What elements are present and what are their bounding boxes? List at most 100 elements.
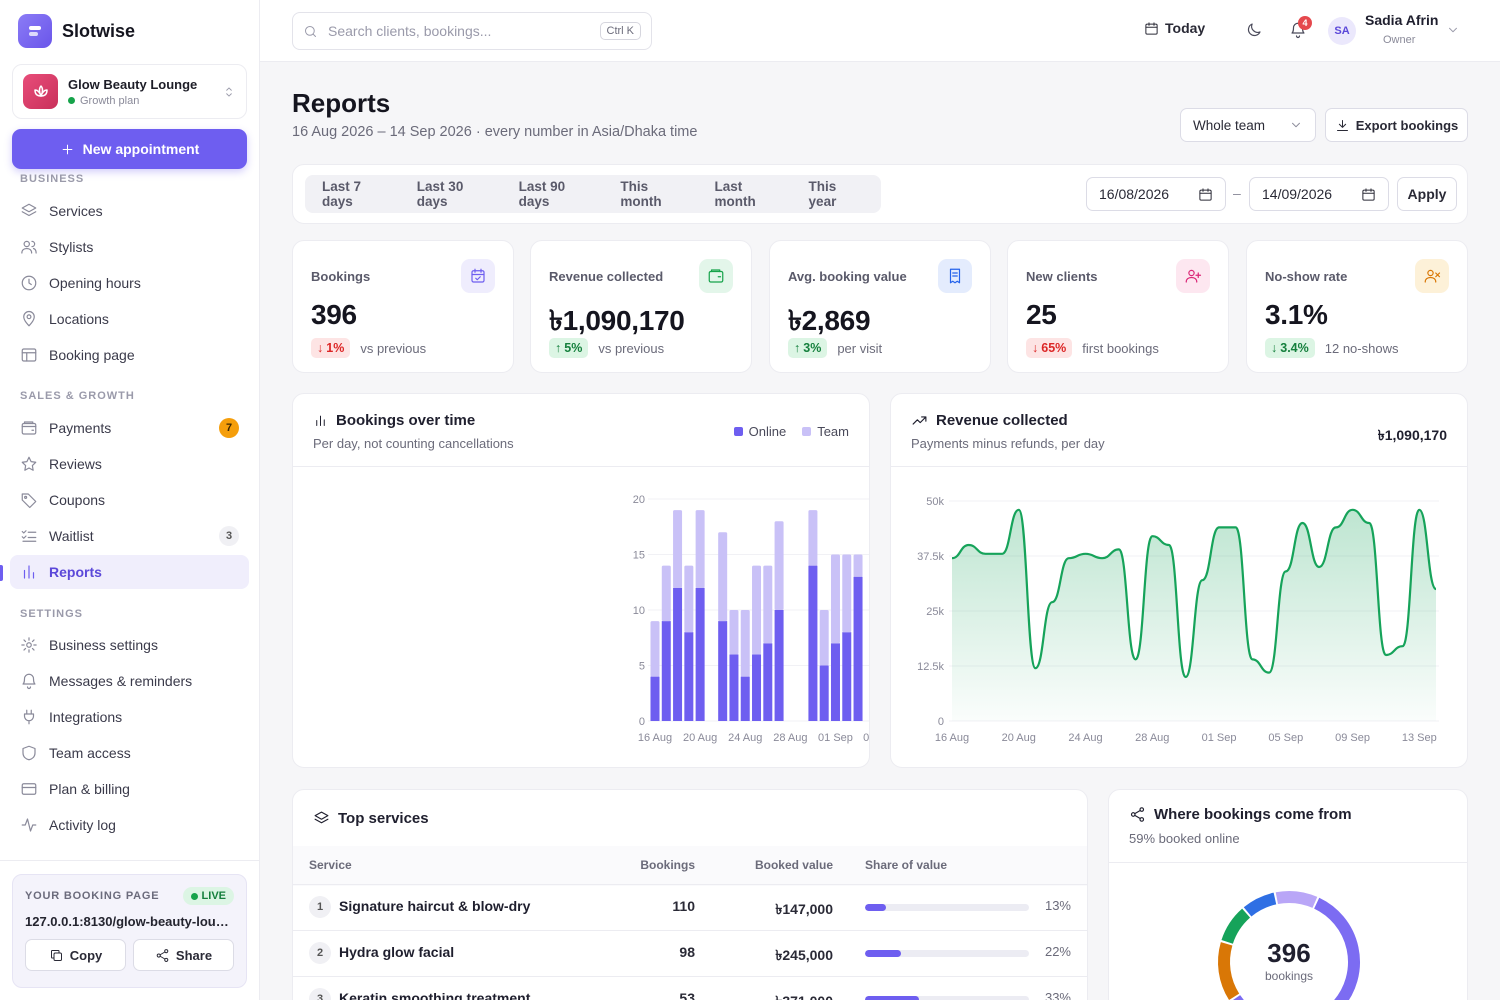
sidebar-item-reviews[interactable]: Reviews — [10, 447, 249, 481]
export-bookings-button[interactable]: Export bookings — [1325, 108, 1468, 142]
preset-last-90-days[interactable]: Last 90 days — [518, 179, 566, 209]
x-tick-label: 16 Aug — [638, 732, 672, 744]
tag-icon — [21, 493, 37, 509]
business-switcher[interactable]: Glow Beauty Lounge Growth plan — [12, 64, 247, 119]
moon-icon[interactable] — [1245, 21, 1263, 39]
section-business-title: BUSINESS — [20, 173, 85, 185]
donut-center-value: 396 — [1267, 938, 1311, 968]
avatar[interactable]: SA — [1328, 17, 1356, 45]
copy-label: Copy — [69, 947, 103, 963]
stat-card-avg-booking: Avg. booking value ৳2,869 ↑ 3% per visit — [769, 240, 991, 373]
y-tick-label: 20 — [633, 494, 645, 506]
bar-team — [763, 565, 773, 644]
bar-team — [752, 565, 762, 655]
slotwise-logo-icon — [18, 14, 52, 48]
bookings-bar-chart: 0 5 10 15 20 16 Aug 20 Aug 24 Aug 28 Aug 01 Sep 05… — [633, 494, 869, 744]
header-service: Service — [309, 858, 352, 872]
shortcut-hint: Ctrl K — [599, 22, 641, 40]
users-icon — [21, 240, 37, 254]
share-icon — [156, 948, 169, 962]
sidebar-item-label: Services — [49, 203, 103, 219]
card-title: Where bookings come from — [1154, 806, 1352, 823]
map-pin-icon — [23, 310, 35, 327]
preset-last-30-days[interactable]: Last 30 days — [416, 179, 464, 209]
sidebar: Slotwise Glow Beauty Lounge Growth plan … — [0, 0, 260, 1000]
header-booked-value: Booked value — [754, 858, 833, 872]
sidebar-item-stylists[interactable]: Stylists — [10, 230, 249, 264]
user-name[interactable]: Sadia Afrin — [1365, 12, 1439, 28]
sidebar-item-plan-billing[interactable]: Plan & billing — [10, 772, 249, 806]
table-row[interactable]: 3 Keratin smoothing treatment 53 ৳371,00… — [293, 976, 1087, 1000]
sidebar-item-label: Waitlist — [49, 528, 94, 544]
today-button[interactable]: Today — [1144, 20, 1205, 36]
layers-icon — [314, 811, 329, 824]
stat-card-no-show: No-show rate 3.1% ↓ 3.4% 12 no-shows — [1246, 240, 1468, 373]
date-from-input[interactable]: 16/08/2026 — [1086, 177, 1226, 211]
stat-value: 396 — [311, 299, 357, 330]
preset-last-7-days[interactable]: Last 7 days — [322, 179, 362, 209]
table-row[interactable]: 1 Signature haircut & blow-dry 110 ৳147,… — [293, 884, 1087, 930]
stat-delta-value: 1% — [326, 341, 345, 355]
bar-online — [684, 632, 694, 721]
bar-online — [763, 643, 773, 721]
stat-value: 3.1% — [1265, 299, 1328, 330]
x-tick-label: 09 Sep — [1335, 732, 1370, 744]
sidebar-item-services[interactable]: Services — [10, 194, 249, 228]
copy-icon — [50, 949, 62, 961]
table-row[interactable]: 2 Hydra glow facial 98 ৳245,000 22% — [293, 930, 1087, 976]
sidebar-item-reports[interactable]: Reports — [10, 555, 249, 589]
active-indicator — [0, 565, 3, 581]
sidebar-item-business-settings[interactable]: Business settings — [10, 628, 249, 662]
team-filter-select[interactable]: Whole team — [1180, 108, 1316, 142]
sidebar-item-payments[interactable]: Payments 7 — [10, 411, 249, 445]
waitlist-badge: 3 — [219, 526, 239, 546]
credit-card-icon — [21, 783, 37, 795]
bar-online — [650, 676, 660, 721]
sidebar-item-messages[interactable]: Messages & reminders — [10, 664, 249, 698]
date-to-input[interactable]: 14/09/2026 — [1249, 177, 1389, 211]
sidebar-item-booking-page[interactable]: Booking page — [10, 338, 249, 372]
plug-icon — [23, 709, 35, 725]
rank-badge: 2 — [309, 942, 331, 964]
sidebar-item-waitlist[interactable]: Waitlist 3 — [10, 519, 249, 553]
user-role: Owner — [1383, 34, 1416, 46]
share-bar — [865, 904, 1029, 911]
booking-page-url[interactable]: 127.0.0.1:8130/glow-beauty-lounge — [25, 914, 234, 929]
y-tick-label: 25k — [926, 606, 944, 618]
preset-this-month[interactable]: This month — [620, 179, 662, 209]
bar-team — [650, 621, 660, 677]
sidebar-item-coupons[interactable]: Coupons — [10, 483, 249, 517]
stat-card-bookings: Bookings 396 ↓ 1% vs previous — [292, 240, 514, 373]
share-button[interactable]: Share — [133, 939, 234, 971]
booking-sources-card: Where bookings come from 59% booked onli… — [1108, 789, 1468, 1000]
date-to-value: 14/09/2026 — [1262, 186, 1333, 202]
chevron-down-icon[interactable] — [1446, 23, 1460, 37]
share-fill — [865, 950, 902, 957]
share-percent: 13% — [1044, 898, 1071, 913]
preset-last-month[interactable]: Last month — [714, 179, 756, 209]
sidebar-item-team-access[interactable]: Team access — [10, 736, 249, 770]
x-tick-label: 20 Aug — [683, 732, 717, 744]
header-share: Share of value — [865, 858, 948, 872]
search-input[interactable]: Search clients, bookings... Ctrl K — [292, 12, 652, 50]
today-label: Today — [1165, 20, 1206, 36]
bar-online — [661, 621, 671, 721]
share-bar — [865, 996, 1029, 1000]
donut-segment — [1221, 908, 1251, 944]
receipt-icon — [938, 259, 972, 293]
export-label: Export bookings — [1355, 117, 1459, 133]
apply-button[interactable]: Apply — [1397, 177, 1457, 211]
stat-value: ৳1,090,170 — [549, 305, 685, 336]
copy-button[interactable]: Copy — [25, 939, 126, 971]
sidebar-item-opening-hours[interactable]: Opening hours — [10, 266, 249, 300]
sidebar-item-integrations[interactable]: Integrations — [10, 700, 249, 734]
stat-card-revenue: Revenue collected ৳1,090,170 ↑ 5% vs pre… — [530, 240, 752, 373]
preset-this-year[interactable]: This year — [808, 179, 837, 209]
bar-team — [684, 565, 694, 633]
sidebar-item-locations[interactable]: Locations — [10, 302, 249, 336]
brand[interactable]: Slotwise — [18, 14, 135, 48]
rank-badge: 1 — [309, 896, 331, 918]
user-x-icon — [1415, 259, 1449, 293]
new-appointment-button[interactable]: New appointment — [12, 129, 247, 169]
sidebar-item-activity-log[interactable]: Activity log — [10, 808, 249, 842]
